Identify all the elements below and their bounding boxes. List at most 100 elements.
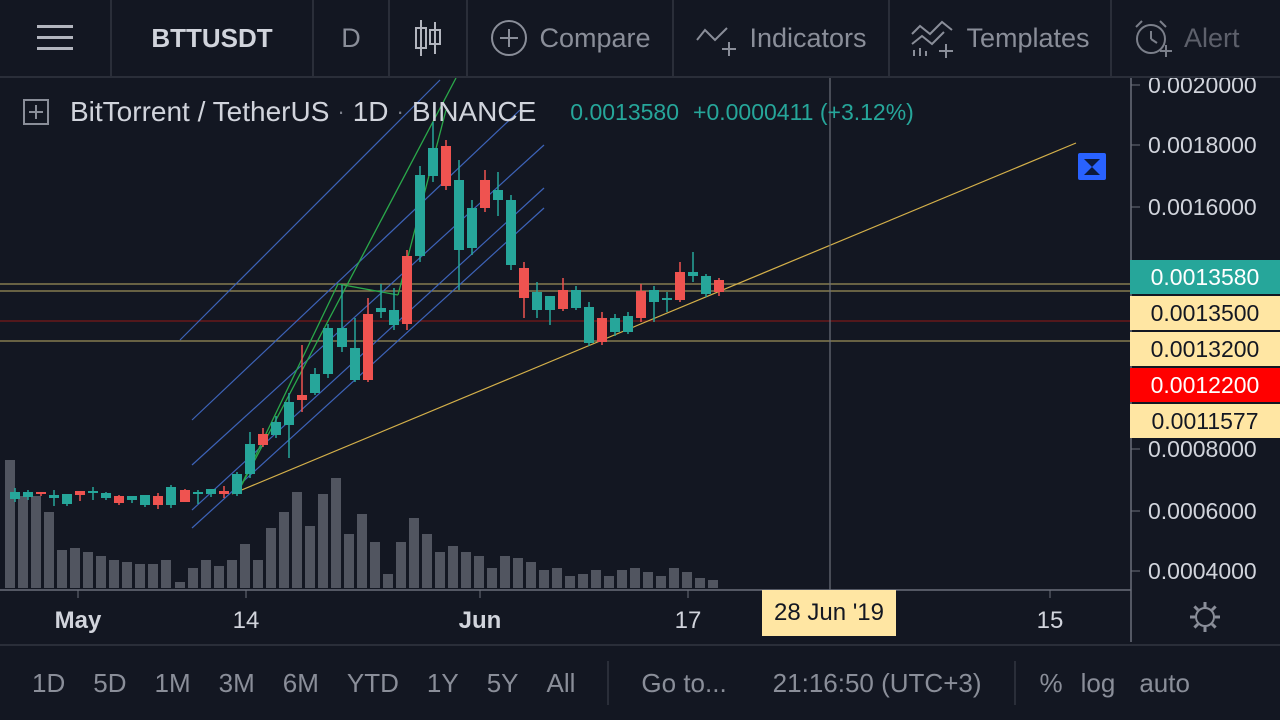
volume-bar xyxy=(539,570,549,588)
volume-bar xyxy=(122,562,132,588)
volume-bar xyxy=(175,582,185,588)
volume-bar xyxy=(552,568,562,588)
candle-body xyxy=(428,148,438,176)
templates-icon xyxy=(911,20,954,58)
candle-body xyxy=(675,272,685,300)
volume-bar xyxy=(682,572,692,588)
volume-bar xyxy=(357,514,367,588)
log-toggle[interactable]: log xyxy=(1080,667,1116,698)
price-tick-label: 0.0020000 xyxy=(1148,78,1257,98)
interval-button[interactable]: D xyxy=(314,0,390,76)
volume-bar xyxy=(513,558,523,588)
volume-bar xyxy=(526,562,536,588)
range-button-6m[interactable]: 6M xyxy=(282,667,319,698)
price-tag: 0.0011577 xyxy=(1130,404,1280,438)
range-button-all[interactable]: All xyxy=(546,667,576,698)
volume-bar xyxy=(83,552,93,588)
candle-body xyxy=(271,422,281,435)
volume-bars xyxy=(5,460,718,588)
legend-symbol-name: BitTorrent / TetherUS xyxy=(70,96,330,127)
volume-bar xyxy=(461,552,471,588)
range-button-5y[interactable]: 5Y xyxy=(486,667,519,698)
price-tick-label: 0.0016000 xyxy=(1148,194,1257,220)
price-axis: 0.0020000 0.0018000 0.0016000 0.0008000 0.00… xyxy=(1131,78,1257,584)
bottom-toolbar: 1D 5D 1M 3M 6M YTD 1Y 5Y All Go to... 21:16:50 (… xyxy=(0,644,1280,720)
candle-body xyxy=(571,290,581,308)
volume-bar xyxy=(31,496,41,588)
price-chart[interactable]: 0.00200000.00180000.00160000.00080000.00… xyxy=(0,78,1280,642)
candle-body xyxy=(219,491,229,494)
crosshair-date-label: 28 Jun '19 xyxy=(762,590,896,636)
alert-button[interactable]: Alert xyxy=(1112,0,1280,76)
candle-body xyxy=(649,290,659,302)
indicators-label: Indicators xyxy=(749,22,867,53)
top-toolbar: BTTUSDT D Compare Indicators xyxy=(0,0,1280,78)
compare-label: Compare xyxy=(539,22,651,53)
candlesticks xyxy=(10,122,724,509)
volume-bar xyxy=(396,542,406,588)
price-tag: 0.0013580 xyxy=(1130,260,1280,294)
volume-bar xyxy=(487,568,497,588)
range-button-ytd[interactable]: YTD xyxy=(346,667,399,698)
volume-bar xyxy=(44,512,54,588)
volume-bar xyxy=(135,564,145,588)
candle-body xyxy=(23,492,33,497)
volume-bar xyxy=(18,496,28,588)
candle-body xyxy=(127,496,137,500)
candle-body xyxy=(558,290,568,309)
chart-type-button[interactable] xyxy=(390,0,468,76)
volume-bar xyxy=(227,560,237,588)
candle-body xyxy=(636,291,646,318)
range-button-1y[interactable]: 1Y xyxy=(426,667,459,698)
goto-button[interactable]: Go to... xyxy=(641,667,727,698)
auto-toggle[interactable]: auto xyxy=(1139,667,1190,698)
candle-body xyxy=(688,272,698,276)
symbol-label: BTTUSDT xyxy=(151,22,273,53)
candle-body xyxy=(101,493,111,498)
symbol-button[interactable]: BTTUSDT xyxy=(112,0,314,76)
compare-button[interactable]: Compare xyxy=(468,0,674,76)
candle-body xyxy=(493,190,503,200)
time-tick-label: 17 xyxy=(675,607,702,634)
templates-button[interactable]: Templates xyxy=(890,0,1112,76)
time-tick-label: 15 xyxy=(1037,607,1064,634)
volume-bar xyxy=(305,526,315,588)
candle-body xyxy=(480,180,490,208)
volume-bar xyxy=(240,544,250,588)
candle-body xyxy=(206,489,216,494)
candle-body xyxy=(441,146,451,186)
volume-bar xyxy=(604,576,614,588)
volume-bar xyxy=(5,460,15,588)
candle-body xyxy=(284,402,294,425)
candle-body xyxy=(506,200,516,265)
volume-bar xyxy=(630,568,640,588)
volume-bar xyxy=(448,546,458,588)
range-button-3m[interactable]: 3M xyxy=(218,667,255,698)
volume-bar xyxy=(591,570,601,588)
volume-bar xyxy=(57,550,67,588)
price-tag: 0.0013500 xyxy=(1130,296,1280,330)
gear-icon[interactable] xyxy=(1190,602,1220,632)
range-button-1m[interactable]: 1M xyxy=(154,667,191,698)
candle-body xyxy=(597,318,607,342)
indicators-button[interactable]: Indicators xyxy=(674,0,890,76)
volume-bar xyxy=(318,494,328,588)
range-button-5d[interactable]: 5D xyxy=(93,667,127,698)
price-tick-label: 0.0004000 xyxy=(1148,558,1257,584)
candle-body xyxy=(62,494,72,504)
time-axis: May 14 Jun 17 15 xyxy=(55,590,1064,634)
add-box-icon[interactable] xyxy=(22,98,50,126)
candle-body xyxy=(258,434,268,445)
volume-bar xyxy=(188,568,198,588)
percent-toggle[interactable]: % xyxy=(1039,667,1063,698)
candle-body xyxy=(323,328,333,374)
candle-body xyxy=(363,314,373,380)
volume-bar xyxy=(565,576,575,588)
volume-bar xyxy=(70,548,80,588)
menu-button[interactable] xyxy=(0,0,112,76)
chart-legend: BitTorrent / TetherUS · 1D · BINANCE 0.0… xyxy=(22,96,914,128)
scroll-to-end-icon[interactable] xyxy=(1078,153,1106,180)
range-button-1d[interactable]: 1D xyxy=(32,667,66,698)
volume-bar xyxy=(422,534,432,588)
volume-bar xyxy=(617,570,627,588)
